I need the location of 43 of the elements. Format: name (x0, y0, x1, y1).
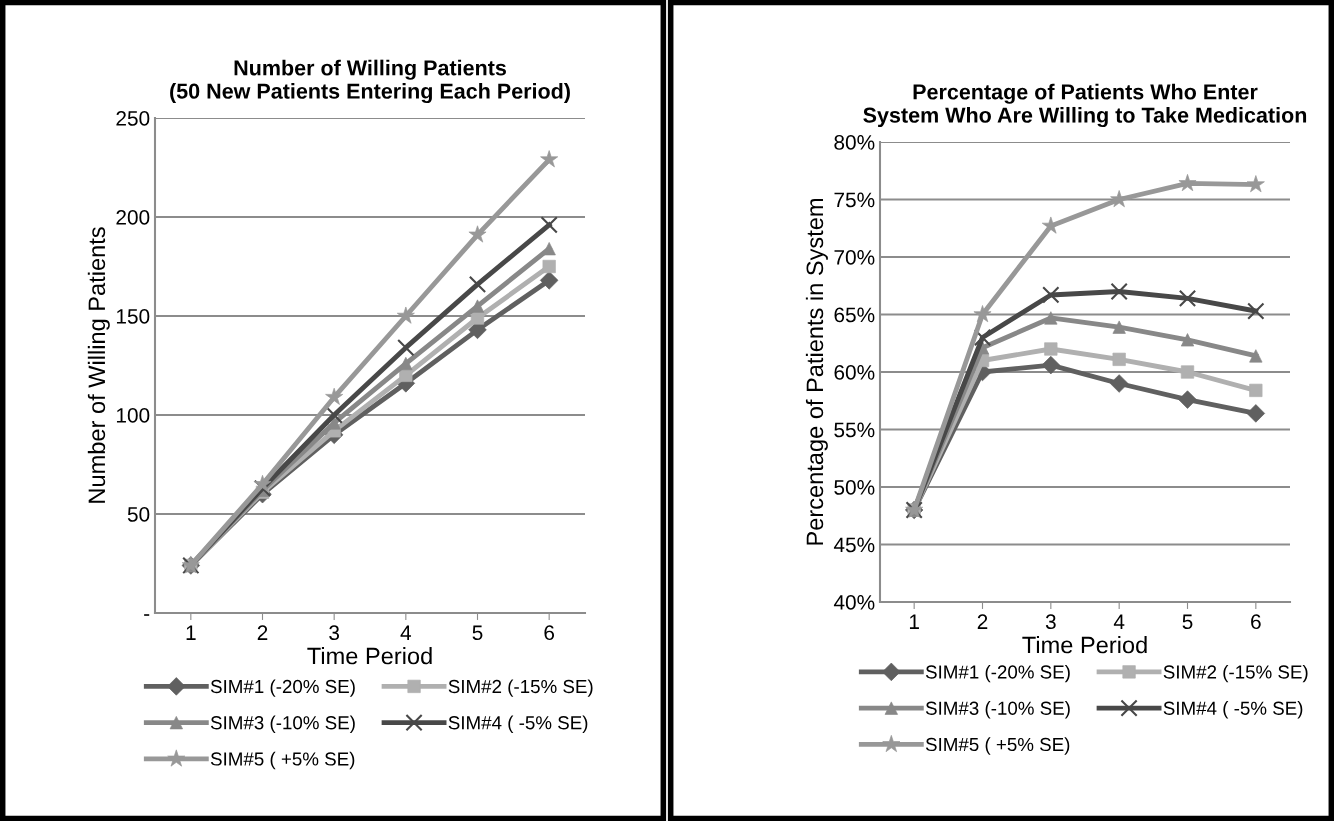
y-tick-label: 150 (116, 309, 150, 324)
x-tick-label: 6 (544, 625, 555, 641)
legend-label: SIM#5 ( +5% SE) (210, 751, 355, 770)
y-tick-label: 45% (833, 537, 875, 553)
y-axis-title: Percentage of Patients in System (805, 199, 828, 545)
x-axis-title: Time Period (307, 647, 432, 665)
x-tick-label: 1 (186, 625, 196, 640)
x-tick-label: 5 (1182, 614, 1193, 630)
x-tick-label: 2 (977, 614, 988, 629)
legend-label: SIM#1 (-20% SE) (210, 679, 355, 697)
y-tick-label: 80% (834, 135, 875, 150)
legend-label: SIM#3 (-10% SE) (210, 715, 355, 734)
legend-label: SIM#2 (-15% SE) (448, 679, 593, 697)
legend-label: SIM#4 ( -5% SE) (448, 715, 588, 734)
x-axis-title: Time Period (1022, 636, 1147, 654)
y-tick-label: 50% (834, 480, 875, 495)
x-tick-label: 3 (329, 625, 340, 641)
legend-label: SIM#3 (-10% SE) (925, 701, 1070, 719)
x-tick-label: 2 (257, 625, 268, 640)
y-tick-label: 100 (116, 408, 150, 423)
legend-label: SIM#2 (-15% SE) (1163, 664, 1308, 683)
y-tick-label: - (144, 614, 150, 616)
y-tick-label: 70% (834, 250, 875, 265)
x-tick-label: 5 (472, 625, 483, 641)
y-tick-label: 200 (116, 210, 150, 225)
y-tick-label: 65% (834, 307, 875, 323)
x-tick-label: 4 (1113, 614, 1125, 629)
y-tick-label: 50 (127, 507, 150, 522)
y-tick-label: 40% (833, 595, 875, 610)
x-tick-label: 1 (909, 614, 919, 629)
chart-title: Number of Willing Patients (50 New Patients Entering Each Period) (170, 59, 570, 104)
x-tick-label: 3 (1045, 614, 1056, 630)
x-tick-label: 6 (1251, 614, 1261, 630)
legend-label: SIM#4 ( -5% SE) (1163, 701, 1303, 719)
legend-label: SIM#5 ( +5% SE) (925, 737, 1070, 755)
y-tick-label: 60% (834, 365, 875, 380)
legend-label: SIM#1 (-20% SE) (925, 664, 1070, 683)
y-tick-label: 55% (834, 422, 875, 438)
y-tick-label: 250 (116, 111, 150, 126)
y-axis-title: Number of Willing Patients (87, 227, 110, 503)
chart-title: Percentage of Patients Who Enter System Who Are Willing to Take Medication (863, 83, 1307, 128)
y-tick-label: 75% (834, 192, 875, 208)
x-tick-label: 4 (400, 625, 412, 640)
